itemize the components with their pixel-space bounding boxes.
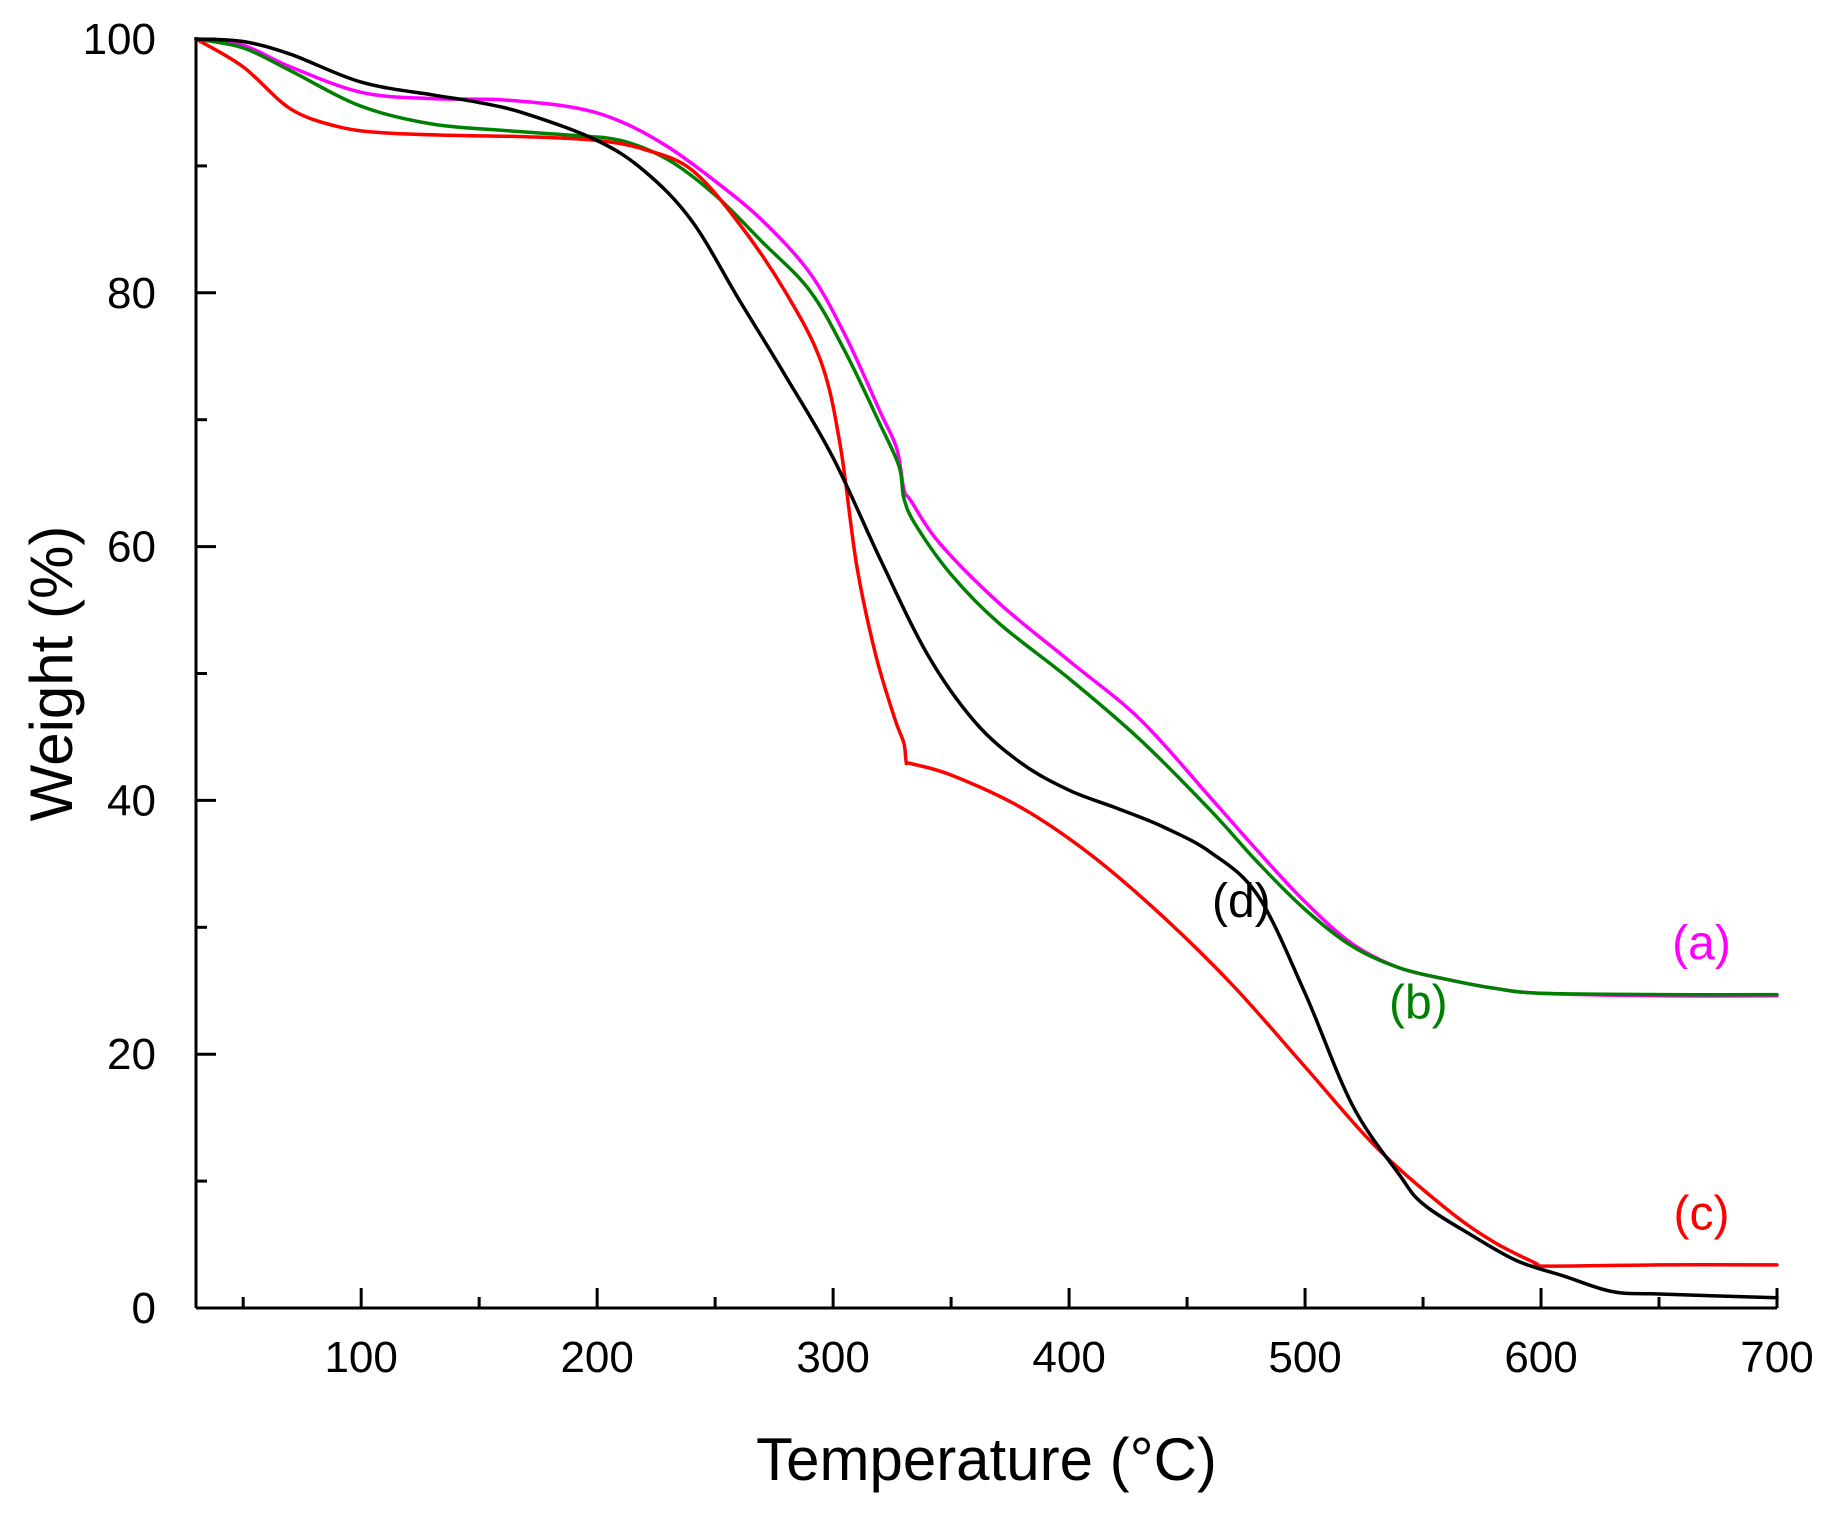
plot-area: 100 200 300 400 500 600 700 0 20 40 60 80 100 (a) (b… <box>83 15 1814 1382</box>
x-tick-label: 300 <box>796 1333 869 1382</box>
y-tick-label: 100 <box>83 15 156 64</box>
y-axis-title: Weight (%) <box>18 526 85 822</box>
x-tick-label: 600 <box>1504 1333 1577 1382</box>
y-axis-ticks: 0 20 40 60 80 100 <box>83 15 216 1333</box>
x-tick-label: 700 <box>1740 1333 1813 1382</box>
curve-label-a: (a) <box>1672 917 1731 970</box>
series-lines <box>194 37 1779 1300</box>
series-line-d <box>194 37 1779 1300</box>
x-tick-label: 400 <box>1032 1333 1105 1382</box>
y-tick-label: 20 <box>107 1030 156 1079</box>
curve-label-c: (c) <box>1674 1187 1730 1240</box>
y-tick-label: 60 <box>107 523 156 572</box>
x-tick-label: 100 <box>324 1333 397 1382</box>
y-tick-label: 80 <box>107 269 156 318</box>
x-tick-label: 200 <box>560 1333 633 1382</box>
y-tick-label: 0 <box>132 1284 156 1333</box>
x-axis-title: Temperature (°C) <box>756 1426 1217 1493</box>
series-line-a <box>194 37 1779 998</box>
x-tick-label: 500 <box>1268 1333 1341 1382</box>
series-line-c <box>194 37 1779 1269</box>
curve-annotations: (a) (b) (c) (d) <box>1212 875 1731 1240</box>
series-line-b <box>194 37 1779 997</box>
curve-label-b: (b) <box>1389 977 1448 1030</box>
curve-label-d: (d) <box>1212 875 1271 928</box>
y-tick-label: 40 <box>107 776 156 825</box>
x-axis-ticks: 100 200 300 400 500 600 700 <box>241 1288 1814 1382</box>
